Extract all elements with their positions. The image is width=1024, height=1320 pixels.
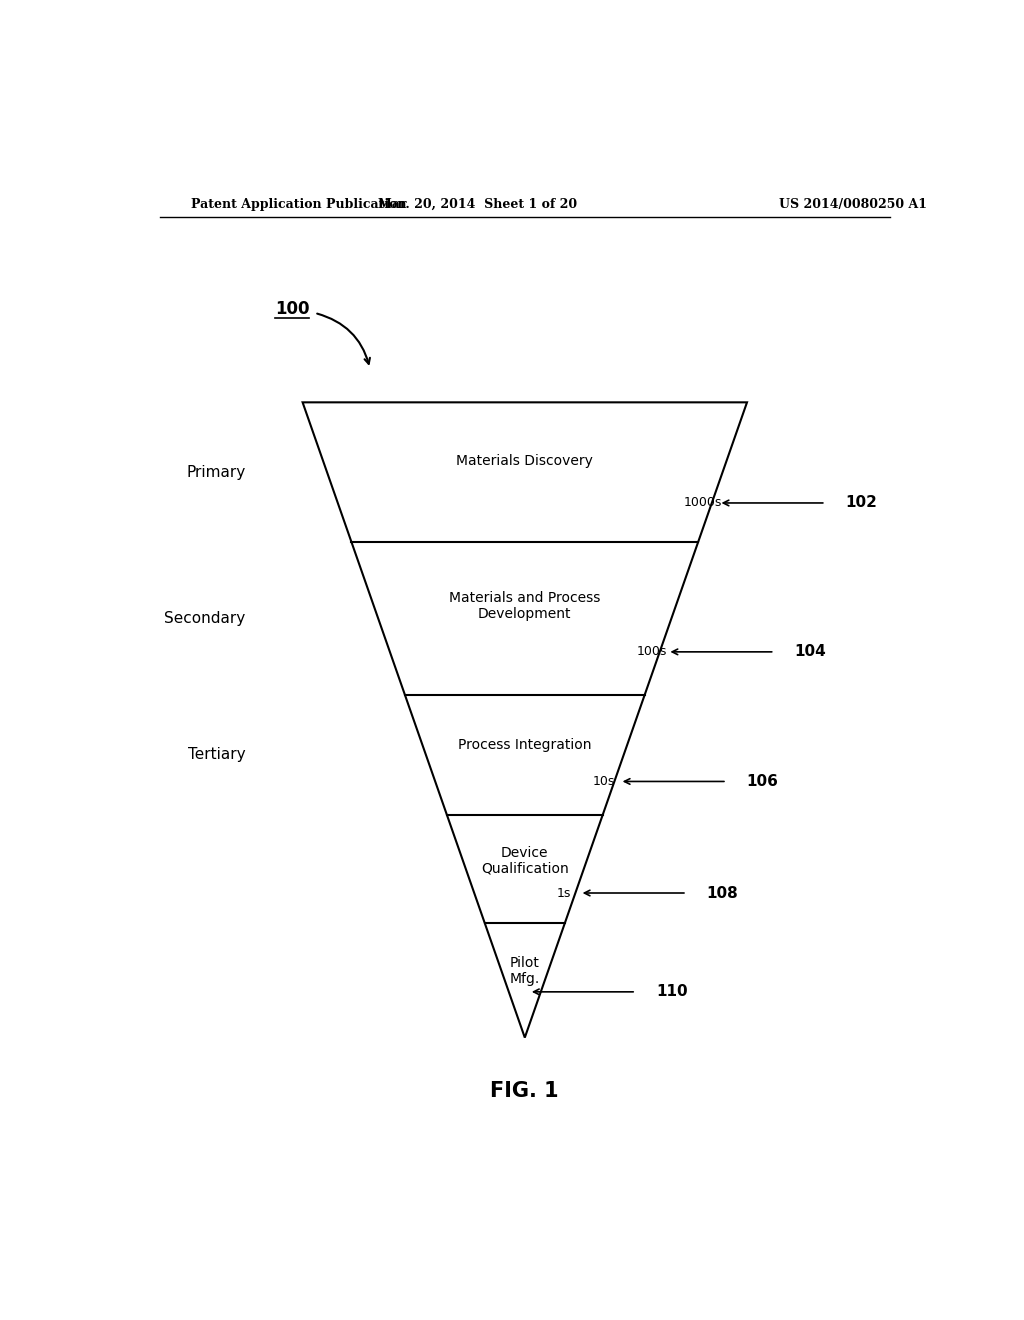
Text: Secondary: Secondary: [164, 611, 246, 626]
Text: 100: 100: [274, 300, 309, 318]
Text: Device
Qualification: Device Qualification: [481, 846, 568, 875]
Text: FIG. 1: FIG. 1: [490, 1081, 559, 1101]
Text: Materials and Process
Development: Materials and Process Development: [450, 591, 600, 622]
Text: 102: 102: [846, 495, 878, 511]
Text: Materials Discovery: Materials Discovery: [457, 454, 593, 469]
Text: 10s: 10s: [593, 775, 615, 788]
Text: Tertiary: Tertiary: [187, 747, 246, 763]
Text: 1000s: 1000s: [684, 496, 722, 510]
Text: 106: 106: [746, 774, 778, 789]
Text: 104: 104: [795, 644, 826, 660]
Text: 110: 110: [656, 985, 687, 999]
Text: 100s: 100s: [637, 645, 667, 659]
Text: 1s: 1s: [557, 887, 571, 899]
Text: Patent Application Publication: Patent Application Publication: [191, 198, 407, 211]
Text: US 2014/0080250 A1: US 2014/0080250 A1: [778, 198, 927, 211]
Text: Primary: Primary: [186, 465, 246, 479]
Text: Process Integration: Process Integration: [458, 738, 592, 752]
Text: 108: 108: [707, 886, 738, 900]
Text: Pilot
Mfg.: Pilot Mfg.: [510, 956, 540, 986]
Text: Mar. 20, 2014  Sheet 1 of 20: Mar. 20, 2014 Sheet 1 of 20: [378, 198, 577, 211]
